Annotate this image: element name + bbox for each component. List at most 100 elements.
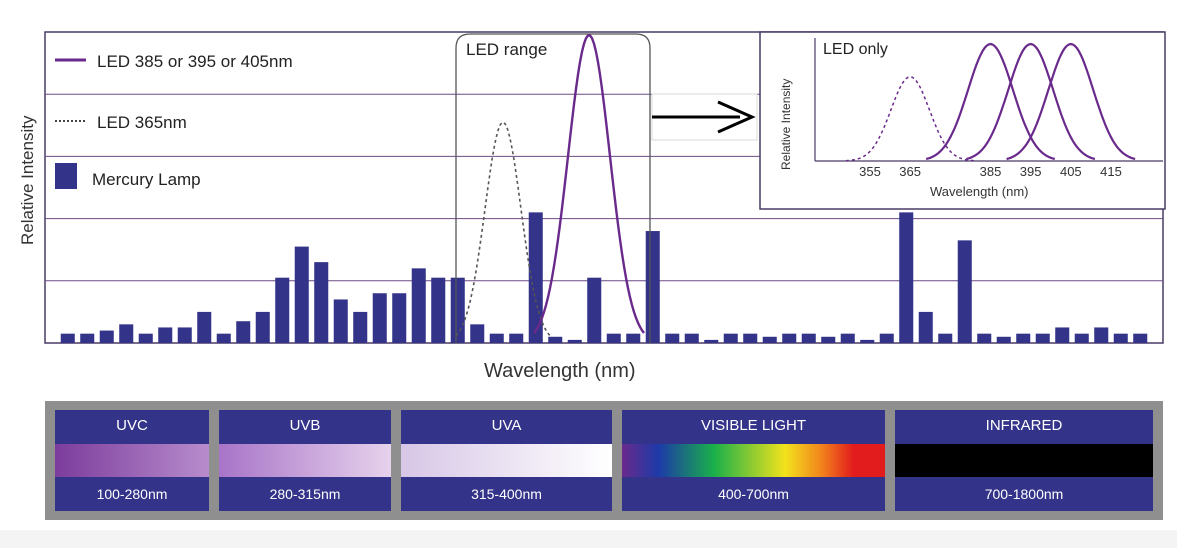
mercury-bar <box>860 339 875 343</box>
mercury-bar <box>392 293 407 343</box>
mercury-bar <box>743 333 758 343</box>
band-uvb-name: UVB <box>289 417 321 434</box>
band-uvb-range: 280-315nm <box>269 486 341 502</box>
mercury-bar <box>821 336 836 343</box>
y-axis-label: Relative Intensity <box>18 115 37 245</box>
mercury-bar <box>197 311 212 343</box>
mercury-bar <box>704 339 719 343</box>
mercury-bar <box>567 339 582 343</box>
inset-title: LED only <box>823 41 888 58</box>
led-range-label: LED range <box>466 40 548 59</box>
band-visible-gradient <box>622 444 885 477</box>
mercury-bar <box>684 333 699 343</box>
legend-mercury-label: Mercury Lamp <box>92 170 201 189</box>
inset-x-axis-label: Wavelength (nm) <box>930 184 1029 199</box>
band-uva-range: 315-400nm <box>471 486 542 502</box>
legend-mercury-swatch <box>55 163 77 189</box>
mercury-bar <box>1016 333 1031 343</box>
mercury-bar <box>509 333 524 343</box>
mercury-bar <box>470 324 485 343</box>
mercury-bar <box>177 327 192 343</box>
led-365-curve <box>455 121 553 339</box>
inset-curve-385 <box>925 42 1056 161</box>
mercury-bar <box>801 333 816 343</box>
mercury-bar <box>119 324 134 343</box>
mercury-bar <box>489 333 504 343</box>
mercury-bar <box>528 212 543 343</box>
led-uv-curve <box>533 34 645 334</box>
x-axis-label: Wavelength (nm) <box>484 360 636 382</box>
mercury-bar <box>411 268 426 343</box>
inset-tick-label: 395 <box>1019 164 1042 179</box>
band-uva: UVA 315-400nm <box>401 410 612 511</box>
mercury-bar <box>957 240 972 343</box>
band-uvc-range: 100-280nm <box>96 486 168 502</box>
mercury-bar <box>645 231 660 343</box>
mercury-bar <box>548 336 563 343</box>
inset-curve-405 <box>1006 42 1136 161</box>
band-infrared-name: INFRARED <box>985 417 1063 434</box>
arrow-head-icon <box>717 100 756 134</box>
mercury-bar <box>1074 333 1089 343</box>
band-infrared-gradient <box>895 444 1153 477</box>
legend-led-365-label: LED 365nm <box>97 113 187 132</box>
mercury-bar <box>1055 327 1070 343</box>
mercury-bar <box>1133 333 1148 343</box>
mercury-bar <box>216 333 231 343</box>
mercury-bar <box>158 327 173 343</box>
mercury-bar <box>275 277 290 343</box>
mercury-bar <box>606 333 621 343</box>
inset-tick-label: 385 <box>979 164 1002 179</box>
inset-tick-label: 355 <box>859 164 881 179</box>
mercury-bar <box>450 277 465 343</box>
band-infrared: INFRARED 700-1800nm <box>895 410 1153 511</box>
mercury-bar <box>762 336 777 343</box>
band-uvb-gradient <box>219 444 391 477</box>
mercury-bar <box>587 277 602 343</box>
mercury-bar <box>99 330 114 343</box>
mercury-bar <box>236 321 251 343</box>
mercury-bar <box>918 311 933 343</box>
mercury-bar <box>372 293 387 343</box>
mercury-bar <box>879 333 894 343</box>
inset-y-axis-label: Relative Intensity <box>779 78 793 170</box>
band-visible-range: 400-700nm <box>718 486 789 502</box>
footer-strip <box>0 530 1177 548</box>
band-visible: VISIBLE LIGHT 400-700nm <box>622 410 885 511</box>
inset-tick-label: 415 <box>1100 164 1122 179</box>
mercury-bar <box>996 336 1011 343</box>
band-visible-name: VISIBLE LIGHT <box>700 417 807 434</box>
inset-tick-label: 405 <box>1059 164 1082 179</box>
mercury-bar <box>1035 333 1050 343</box>
mercury-bar <box>1113 333 1128 343</box>
band-uvc-gradient <box>55 444 209 477</box>
mercury-bar <box>899 212 914 343</box>
led-range-box <box>455 33 651 343</box>
band-uvb: UVB 280-315nm <box>219 410 391 511</box>
mercury-bar <box>314 262 329 343</box>
band-uva-gradient <box>401 444 612 477</box>
mercury-bar <box>977 333 992 343</box>
inset-tick-label: 365 <box>899 164 922 179</box>
inset-curve-395 <box>966 42 1096 161</box>
mercury-bar <box>294 246 309 343</box>
mercury-bar <box>138 333 153 343</box>
band-uva-name: UVA <box>491 417 522 434</box>
band-uvc: UVC 100-280nm <box>55 410 209 511</box>
mercury-bar <box>60 333 75 343</box>
mercury-bar <box>782 333 797 343</box>
band-uvc-name: UVC <box>116 417 148 434</box>
band-infrared-range: 700-1800nm <box>984 486 1064 502</box>
mercury-bar <box>665 333 680 343</box>
mercury-bar <box>723 333 738 343</box>
mercury-bar <box>333 299 348 343</box>
spectrum-band: UVC 100-280nm UVB 280-315nm UVA 315-400n… <box>45 401 1163 520</box>
mercury-bar <box>255 311 270 343</box>
inset-frame <box>759 31 1166 210</box>
mercury-bar <box>353 311 368 343</box>
mercury-bar <box>431 277 446 343</box>
mercury-bar <box>840 333 855 343</box>
mercury-bar <box>80 333 95 343</box>
mercury-bar <box>938 333 953 343</box>
